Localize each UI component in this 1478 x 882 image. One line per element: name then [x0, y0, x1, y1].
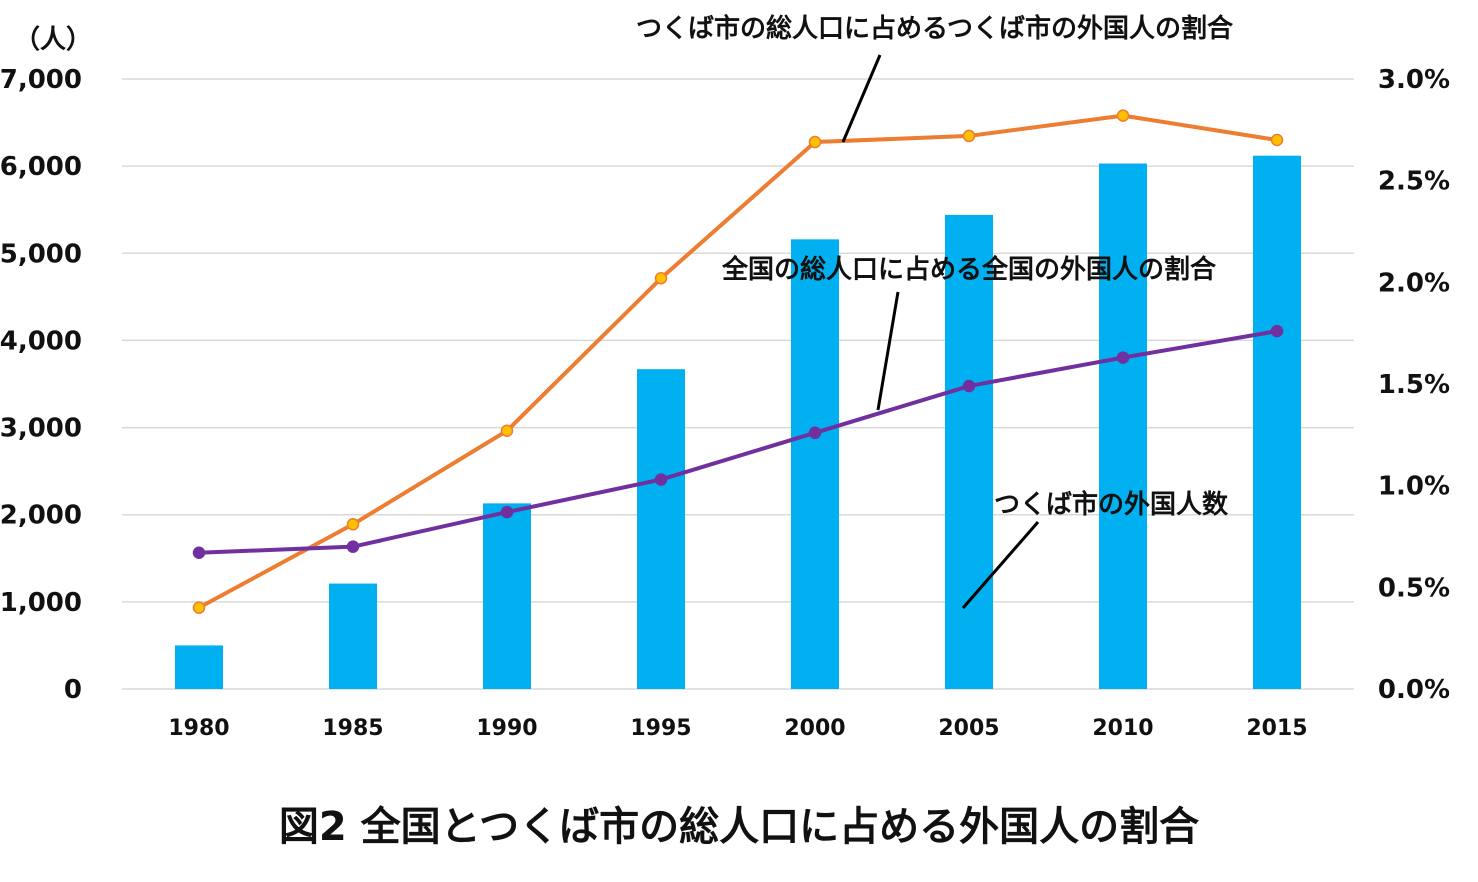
x-axis-ticks: 1980 1985 1990 1995 2000 2005 2010 2015 — [168, 716, 1307, 741]
series-point — [1116, 109, 1130, 122]
right-axis-tick-label: 0.0% — [1378, 675, 1450, 705]
series-point — [962, 379, 976, 393]
bar — [329, 583, 377, 689]
bar — [1253, 155, 1301, 689]
series-line — [198, 329, 1278, 555]
left-axis-tick-label: 3,000 — [0, 414, 82, 444]
series-point — [962, 129, 976, 143]
left-axis-tick-label: 0 — [64, 675, 82, 705]
x-axis-tick-label: 2010 — [1092, 716, 1153, 741]
right-axis-ticks: 0.0% 0.5% 1.0% 1.5% 2.0% 2.5% 3.0% — [1378, 65, 1450, 705]
series-label-national-ratio: 全国の総人口に占める全国の外国人の割合 — [721, 254, 1217, 285]
left-axis-tick-label: 6,000 — [0, 152, 82, 182]
x-axis-tick-label: 1980 — [168, 716, 229, 741]
bar — [1099, 163, 1147, 689]
left-axis-unit: （人） — [14, 25, 92, 55]
left-axis-ticks: 0 1,000 2,000 3,000 4,000 5,000 6,000 7,000 — [0, 65, 82, 705]
series-point — [192, 546, 206, 560]
x-axis-tick-label: 2005 — [938, 716, 999, 741]
bar — [945, 214, 993, 689]
series-point — [654, 272, 668, 285]
left-axis-tick-label: 5,000 — [0, 239, 82, 269]
right-axis-tick-label: 3.0% — [1378, 65, 1450, 95]
right-axis-tick-label: 1.5% — [1378, 370, 1450, 400]
x-axis-tick-label: 2015 — [1246, 716, 1307, 741]
line-series — [192, 109, 1284, 614]
x-axis-tick-label: 2000 — [784, 716, 845, 741]
series-point — [192, 601, 206, 614]
bar — [483, 503, 531, 689]
leader-line-tsukuba-ratio — [841, 54, 882, 143]
bar — [791, 239, 839, 690]
leader-line-national-ratio — [876, 291, 900, 411]
left-axis-tick-label: 2,000 — [0, 501, 82, 531]
right-axis-tick-label: 2.0% — [1378, 268, 1450, 298]
left-axis-tick-label: 7,000 — [0, 65, 82, 95]
leader-line-tsukuba-count — [961, 521, 1040, 609]
series-point — [346, 518, 360, 531]
series-point — [346, 540, 360, 553]
series-point — [1270, 133, 1284, 147]
right-axis-tick-label: 2.5% — [1378, 167, 1450, 197]
series-label-tsukuba-ratio: つくば市の総人口に占めるつくば市の外国人の割合 — [636, 13, 1234, 44]
series-label-tsukuba-count: つくば市の外国人数 — [994, 489, 1229, 520]
series-point — [808, 135, 822, 149]
gridlines — [122, 78, 1354, 690]
bar-series — [175, 155, 1301, 690]
series-point — [500, 505, 514, 519]
right-axis-tick-label: 1.0% — [1378, 472, 1450, 502]
bar — [175, 645, 223, 689]
series-point — [654, 473, 668, 486]
series-line — [198, 113, 1278, 610]
right-axis-tick-label: 0.5% — [1378, 573, 1450, 603]
series-point — [1270, 324, 1284, 338]
series-point — [500, 424, 514, 438]
series-point — [808, 426, 822, 440]
bar — [637, 369, 685, 689]
left-axis-tick-label: 4,000 — [0, 326, 82, 356]
x-axis-tick-label: 1990 — [476, 716, 537, 741]
x-axis-tick-label: 1985 — [322, 716, 383, 741]
chart-title: 図2 全国とつくば市の総人口に占める外国人の割合 — [279, 804, 1199, 850]
left-axis-tick-label: 1,000 — [0, 588, 82, 618]
series-point — [1116, 351, 1130, 364]
x-axis-tick-label: 1995 — [630, 716, 691, 741]
